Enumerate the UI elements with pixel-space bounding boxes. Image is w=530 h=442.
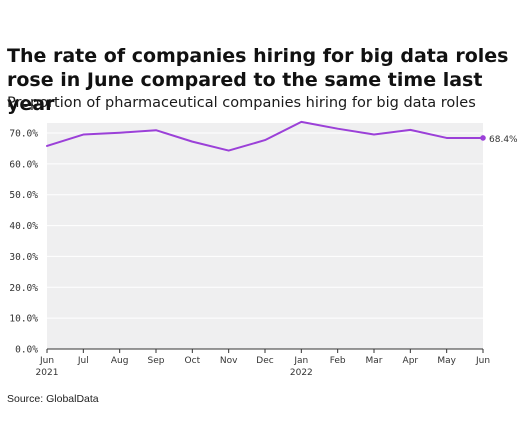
y-axis: 0.0% 10.0% 20.0% 30.0% 40.0% 50.0% 60.0% 70.0% <box>9 129 38 356</box>
x-tick-year-label: 2021 <box>36 368 59 378</box>
y-tick-label: 50.0% <box>9 190 38 201</box>
source-note: Source: GlobalData <box>7 393 99 405</box>
line-chart: 0.0%10.0%20.0%30.0%40.0%50.0%60.0%70.0% … <box>9 120 518 378</box>
y-tick-label: 20.0% <box>9 283 38 294</box>
plot-background <box>47 123 483 349</box>
y-tick-label: 30.0% <box>9 252 38 263</box>
x-tick-label: Jan <box>293 356 308 366</box>
y-tick-label: 40.0% <box>9 221 38 232</box>
y-tick-label: 70.0% <box>9 129 38 140</box>
x-tick-year-label: 2022 <box>290 368 313 378</box>
x-axis: Jun 2021 Jul Aug Sep Oct Nov Dec Jan 2022 Feb Mar Ap… <box>36 349 490 378</box>
x-tick-label: Feb <box>330 356 346 366</box>
y-tick-label: 10.0% <box>9 314 38 325</box>
end-value-label: 68.4% <box>489 135 518 145</box>
x-tick-label: Apr <box>403 356 419 366</box>
x-tick-label: Jun <box>39 356 54 366</box>
chart-title: The rate of companies hiring for big dat… <box>7 45 509 115</box>
x-tick-label: May <box>437 356 456 366</box>
series-group: 68.4% <box>46 120 518 152</box>
series-line <box>46 120 484 152</box>
x-tick-label: Oct <box>185 356 201 366</box>
data-point <box>480 135 486 141</box>
y-tick-label: 0.0% <box>15 345 38 356</box>
x-tick-label: Sep <box>148 356 165 366</box>
x-tick-label: Dec <box>256 356 273 366</box>
chart-subtitle: Proportion of pharmaceutical companies h… <box>7 95 476 111</box>
x-tick-label: Aug <box>111 356 129 366</box>
top-accent-bar <box>0 0 530 6</box>
x-tick-label: Nov <box>220 356 238 366</box>
x-tick-label: Jun <box>475 356 490 366</box>
x-tick-label: Mar <box>366 356 383 366</box>
x-tick-label: Jul <box>77 356 89 366</box>
y-tick-label: 60.0% <box>9 159 38 170</box>
